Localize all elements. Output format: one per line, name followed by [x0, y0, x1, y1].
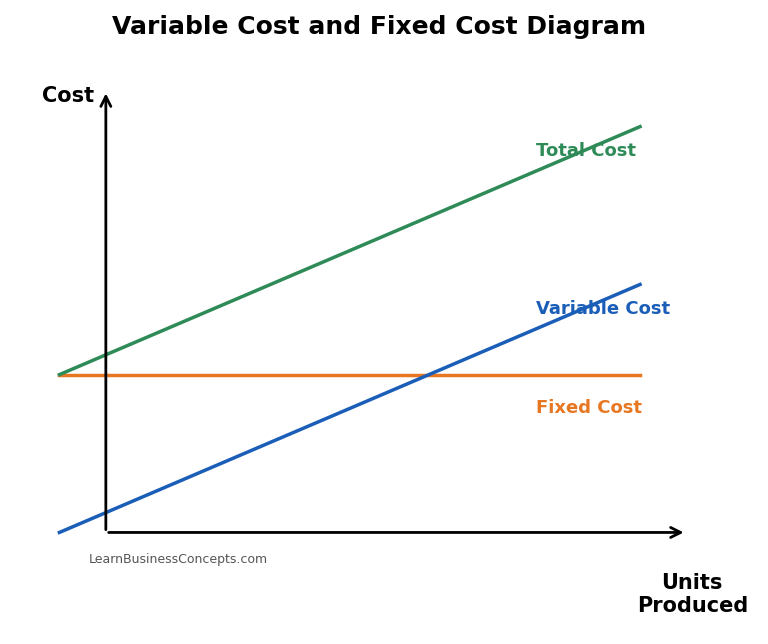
- Text: LearnBusinessConcepts.com: LearnBusinessConcepts.com: [88, 553, 267, 566]
- Text: Total Cost: Total Cost: [535, 142, 636, 160]
- Text: Fixed Cost: Fixed Cost: [535, 399, 641, 417]
- Title: Variable Cost and Fixed Cost Diagram: Variable Cost and Fixed Cost Diagram: [111, 15, 646, 39]
- Text: Units
Produced: Units Produced: [637, 573, 748, 616]
- Text: Variable Cost: Variable Cost: [535, 300, 670, 318]
- Text: Cost: Cost: [42, 86, 94, 106]
